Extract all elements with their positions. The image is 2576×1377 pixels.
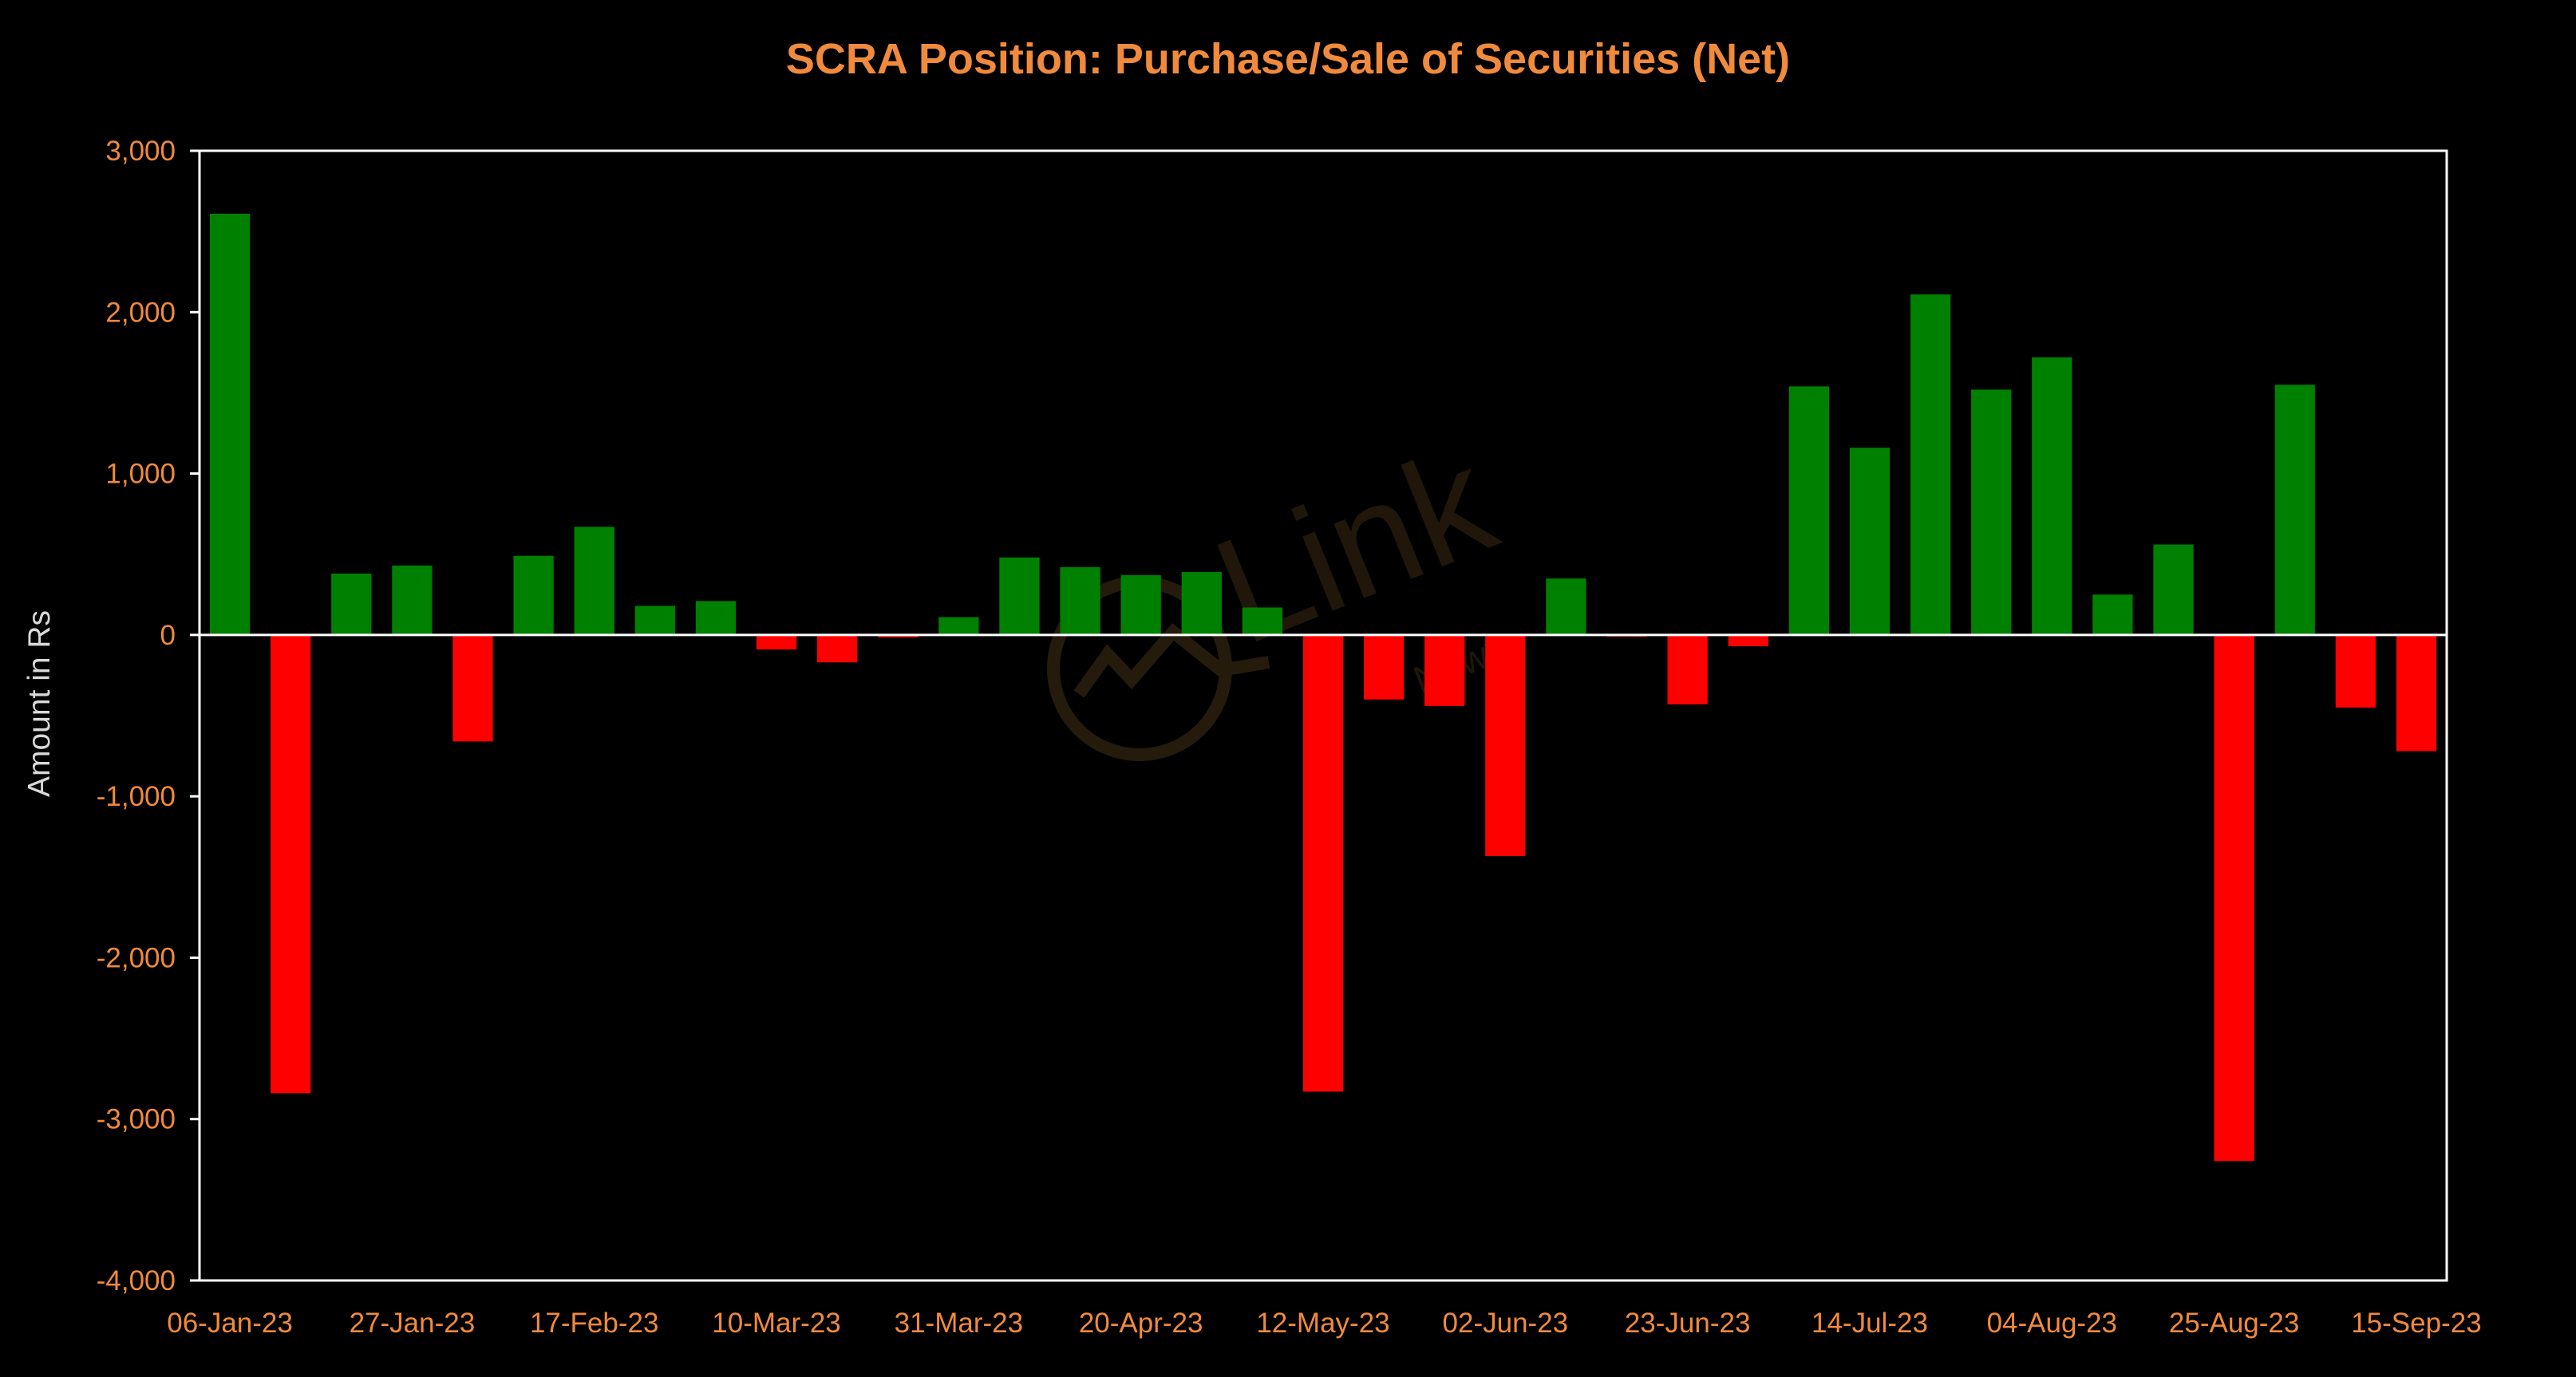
y-tick-label: -4,000 [97, 1265, 176, 1296]
bar [1910, 294, 1951, 635]
x-tick-label: 06-Jan-23 [167, 1308, 293, 1339]
bar [1302, 634, 1344, 1092]
bar [1788, 386, 1829, 635]
bar [2274, 385, 2315, 635]
bar [817, 634, 858, 663]
bar [2335, 634, 2376, 708]
bar-series [209, 213, 2437, 1162]
bar [331, 573, 372, 635]
bar [574, 527, 614, 635]
x-tick-label: 25-Aug-23 [2169, 1308, 2299, 1339]
bar [1485, 634, 1526, 856]
y-tick-label: 3,000 [105, 136, 176, 167]
x-tick-label: 14-Jul-23 [1811, 1308, 1928, 1339]
bar [1181, 571, 1222, 635]
y-tick-label: -1,000 [97, 781, 176, 812]
bar [634, 606, 675, 635]
bar [1242, 607, 1283, 635]
x-tick-label: 04-Aug-23 [1987, 1308, 2117, 1339]
bar [878, 634, 919, 637]
x-tick-label: 15-Sep-23 [2351, 1308, 2481, 1339]
bar [452, 634, 493, 742]
bar [1546, 578, 1586, 635]
x-tick-label: 12-May-23 [1256, 1308, 1389, 1339]
bar [2092, 594, 2133, 635]
y-tick-label: 2,000 [105, 297, 176, 328]
x-tick-label: 02-Jun-23 [1443, 1308, 1569, 1339]
y-axis-ticks: 3,000 2,000 1,000 0 -1,000 -2,000 -3,000 -4,000 [97, 136, 200, 1296]
bar [695, 601, 737, 635]
x-tick-label: 17-Feb-23 [530, 1308, 658, 1339]
x-tick-label: 31-Mar-23 [895, 1308, 1023, 1339]
plot-area-border [198, 149, 2448, 1282]
x-tick-label: 23-Jun-23 [1625, 1308, 1751, 1339]
bar [1120, 575, 1161, 635]
bar [1060, 566, 1100, 635]
bar [1363, 634, 1405, 700]
bar [1849, 448, 1891, 635]
y-tick-label: 1,000 [105, 459, 176, 490]
x-tick-label: 27-Jan-23 [350, 1308, 476, 1339]
bar [999, 557, 1040, 635]
bar [2214, 634, 2254, 1162]
y-tick-label: 0 [160, 620, 176, 651]
bar [938, 617, 979, 635]
bar [1728, 634, 1768, 647]
bar [392, 565, 433, 635]
bar [2153, 544, 2194, 635]
bar [2396, 634, 2437, 752]
x-axis-ticks: 06-Jan-23 27-Jan-23 17-Feb-23 10-Mar-23 31-M… [167, 1308, 2481, 1339]
y-tick-label: -2,000 [97, 942, 176, 973]
y-axis-label: Amount in Rs [22, 610, 57, 797]
bar [1971, 389, 2012, 635]
bar [1424, 634, 1465, 706]
y-tick-label: -3,000 [97, 1104, 176, 1135]
bar [209, 213, 251, 635]
x-tick-label: 20-Apr-23 [1079, 1308, 1203, 1339]
bar [1667, 634, 1708, 704]
watermark-trend-icon [1073, 622, 1270, 698]
bar [756, 634, 797, 650]
bar [513, 555, 554, 635]
bar [271, 634, 311, 1094]
chart-title: SCRA Position: Purchase/Sale of Securiti… [786, 35, 1790, 83]
bar [2032, 357, 2072, 635]
x-tick-label: 10-Mar-23 [712, 1308, 840, 1339]
